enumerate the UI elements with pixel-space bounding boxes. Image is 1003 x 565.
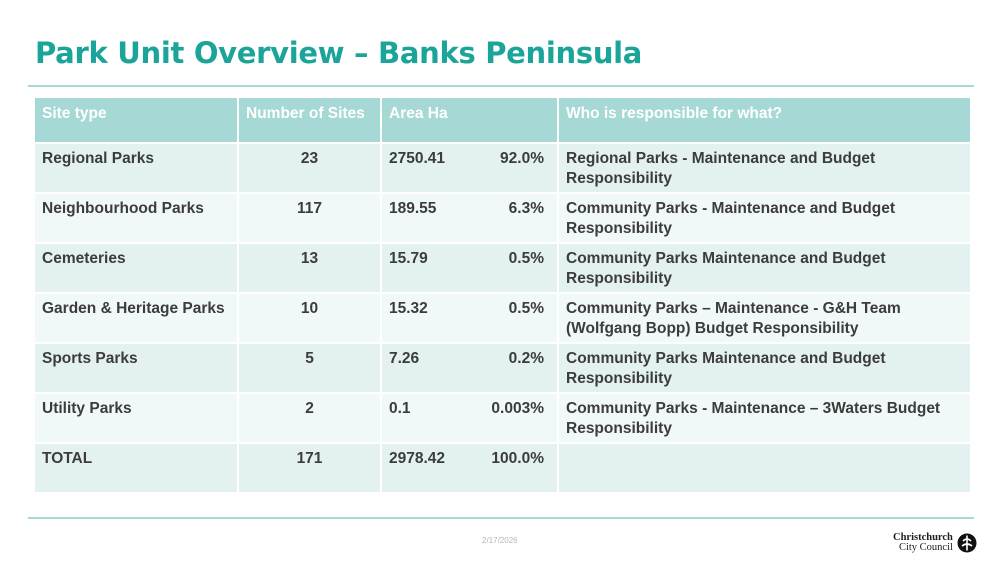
area-value: 15.79 [389, 250, 428, 267]
area-value: 189.55 [389, 200, 437, 217]
table-row: Cemeteries 13 15.79 0.5% Community Parks Mai… [35, 244, 970, 294]
cell-site-type: Regional Parks [35, 144, 239, 194]
cell-responsibility: Community Parks – Maintenance - G&H Team… [559, 294, 970, 344]
area-percent: 92.0% [500, 150, 544, 167]
cell-number-of-sites: 10 [239, 294, 382, 344]
cell-area: 2750.41 92.0% [382, 144, 559, 194]
page-title: Park Unit Overview – Banks Peninsula [35, 36, 643, 70]
area-percent: 6.3% [508, 200, 544, 217]
cell-responsibility: Community Parks Maintenance and Budget R… [559, 344, 970, 394]
table-header-row: Site type Number of Sites Area Ha Who is… [35, 98, 970, 144]
area-value: 2978.42 [389, 450, 446, 467]
cell-area: 0.1 0.003% [382, 394, 559, 444]
council-logo: Christchurch City Council [893, 532, 977, 553]
cell-responsibility [559, 444, 970, 494]
cell-site-type: Utility Parks [35, 394, 239, 444]
table-row: TOTAL 171 2978.42 100.0% [35, 444, 970, 494]
header-area-ha: Area Ha [382, 98, 559, 144]
cell-number-of-sites: 117 [239, 194, 382, 244]
area-percent: 0.003% [491, 400, 544, 417]
area-percent: 0.5% [508, 250, 544, 267]
cell-number-of-sites: 171 [239, 444, 382, 494]
cell-responsibility: Regional Parks - Maintenance and Budget … [559, 144, 970, 194]
cell-site-type: Neighbourhood Parks [35, 194, 239, 244]
area-percent: 0.2% [508, 350, 544, 367]
area-percent: 100.0% [491, 450, 544, 467]
park-unit-table: Site type Number of Sites Area Ha Who is… [35, 98, 970, 494]
cell-area: 15.79 0.5% [382, 244, 559, 294]
table-row: Regional Parks 23 2750.41 92.0% Regional Par… [35, 144, 970, 194]
logo-line-1: Christchurch [893, 532, 953, 543]
area-value: 0.1 [389, 400, 411, 417]
cell-site-type: Cemeteries [35, 244, 239, 294]
cell-area: 15.32 0.5% [382, 294, 559, 344]
footer-date: 2/17/2026 [482, 536, 518, 545]
cell-number-of-sites: 2 [239, 394, 382, 444]
footer-divider [28, 517, 974, 519]
cell-responsibility: Community Parks - Maintenance and Budget… [559, 194, 970, 244]
header-number-of-sites: Number of Sites [239, 98, 382, 144]
area-value: 7.26 [389, 350, 420, 367]
area-value: 2750.41 [389, 150, 446, 167]
cell-number-of-sites: 23 [239, 144, 382, 194]
cell-site-type: Sports Parks [35, 344, 239, 394]
cell-site-type: Garden & Heritage Parks [35, 294, 239, 344]
area-percent: 0.5% [508, 300, 544, 317]
table-row: Neighbourhood Parks 117 189.55 6.3% Communit… [35, 194, 970, 244]
table-row: Utility Parks 2 0.1 0.003% Community Parks -… [35, 394, 970, 444]
cell-number-of-sites: 13 [239, 244, 382, 294]
cell-responsibility: Community Parks - Maintenance – 3Waters … [559, 394, 970, 444]
cell-area: 2978.42 100.0% [382, 444, 559, 494]
cell-area: 189.55 6.3% [382, 194, 559, 244]
cell-site-type: TOTAL [35, 444, 239, 494]
title-divider [28, 85, 974, 87]
logo-line-2: City Council [898, 542, 953, 553]
table-row: Garden & Heritage Parks 10 15.32 0.5% Commun… [35, 294, 970, 344]
cell-responsibility: Community Parks Maintenance and Budget R… [559, 244, 970, 294]
area-value: 15.32 [389, 300, 428, 317]
header-site-type: Site type [35, 98, 239, 144]
table-row: Sports Parks 5 7.26 0.2% Community Parks Mai… [35, 344, 970, 394]
header-responsibility: Who is responsible for what? [559, 98, 970, 144]
cell-area: 7.26 0.2% [382, 344, 559, 394]
cell-number-of-sites: 5 [239, 344, 382, 394]
council-emblem-icon [957, 533, 977, 553]
